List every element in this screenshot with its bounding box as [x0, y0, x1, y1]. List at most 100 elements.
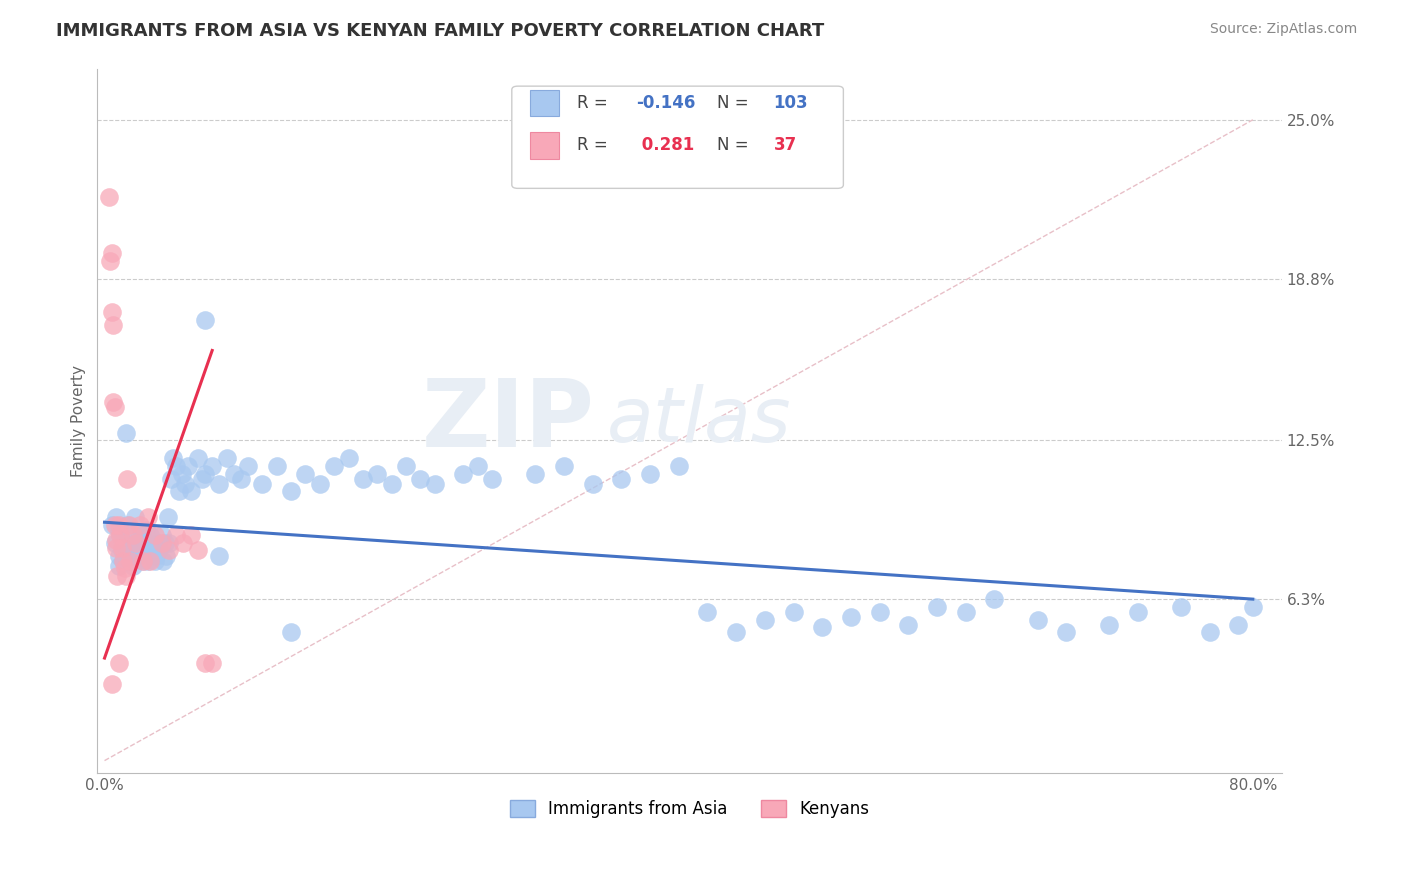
Point [1126, 605, 1149, 619]
Point [553, 458, 575, 473]
Point [191, 472, 214, 486]
Point [409, 472, 432, 486]
Point [481, 472, 503, 486]
FancyBboxPatch shape [530, 90, 560, 117]
Point [167, 484, 190, 499]
Point [110, 528, 132, 542]
Point [153, 535, 176, 549]
Point [754, 613, 776, 627]
Point [215, 451, 238, 466]
Text: 0.281: 0.281 [636, 136, 695, 154]
Point [111, 543, 134, 558]
Text: 103: 103 [773, 94, 808, 112]
Point [201, 458, 224, 473]
Point [1098, 617, 1121, 632]
Point [194, 657, 217, 671]
Point [108, 657, 131, 671]
Point [108, 517, 131, 532]
Point [139, 528, 162, 542]
Point [100, 517, 122, 532]
Point [280, 484, 302, 499]
Point [132, 554, 155, 568]
Point [177, 458, 200, 473]
Point [111, 541, 134, 555]
Point [145, 549, 167, 563]
Point [135, 523, 157, 537]
Point [725, 625, 748, 640]
Point [172, 535, 194, 549]
Point [132, 554, 155, 568]
Point [165, 528, 187, 542]
Point [115, 569, 138, 583]
FancyBboxPatch shape [530, 132, 560, 159]
Point [423, 476, 446, 491]
Text: atlas: atlas [606, 384, 792, 458]
Point [103, 517, 125, 532]
Point [352, 472, 374, 486]
Point [105, 533, 128, 548]
Point [131, 528, 153, 542]
Point [143, 528, 166, 542]
Point [136, 535, 159, 549]
Point [180, 528, 202, 542]
Point [101, 394, 124, 409]
Point [159, 472, 181, 486]
Point [194, 312, 217, 326]
Point [581, 476, 603, 491]
Point [1170, 599, 1192, 614]
Point [1227, 617, 1250, 632]
Point [157, 535, 180, 549]
Point [366, 467, 388, 481]
Point [782, 605, 804, 619]
Point [117, 517, 139, 532]
Point [955, 605, 977, 619]
Point [108, 558, 131, 573]
Point [122, 541, 145, 555]
Point [236, 458, 259, 473]
Point [127, 549, 149, 563]
Point [122, 528, 145, 542]
Point [103, 400, 125, 414]
Point [180, 484, 202, 499]
Point [610, 472, 633, 486]
Point [129, 543, 152, 558]
Point [148, 543, 170, 558]
Point [146, 535, 169, 549]
Point [129, 535, 152, 549]
Point [118, 528, 141, 542]
Point [118, 517, 141, 532]
Point [294, 467, 316, 481]
Point [839, 610, 862, 624]
Point [152, 554, 174, 568]
Point [136, 554, 159, 568]
FancyBboxPatch shape [512, 87, 844, 188]
Point [1241, 599, 1264, 614]
Point [105, 541, 128, 555]
Point [174, 476, 197, 491]
Point [222, 467, 245, 481]
Point [1198, 625, 1220, 640]
Legend: Immigrants from Asia, Kenyans: Immigrants from Asia, Kenyans [503, 794, 876, 825]
Point [115, 535, 138, 549]
Point [103, 535, 125, 549]
Point [323, 458, 346, 473]
Point [108, 523, 131, 537]
Text: 37: 37 [773, 136, 797, 154]
Point [1026, 613, 1049, 627]
Point [897, 617, 920, 632]
Point [112, 554, 135, 568]
Point [129, 517, 152, 532]
Point [1054, 625, 1077, 640]
Point [280, 625, 302, 640]
Point [229, 472, 252, 486]
Point [155, 549, 177, 563]
Point [194, 467, 217, 481]
Point [141, 541, 163, 555]
Point [187, 451, 209, 466]
Point [125, 541, 148, 555]
Text: ZIP: ZIP [422, 375, 595, 467]
Point [208, 549, 231, 563]
Point [136, 510, 159, 524]
Point [983, 592, 1005, 607]
Point [124, 510, 146, 524]
